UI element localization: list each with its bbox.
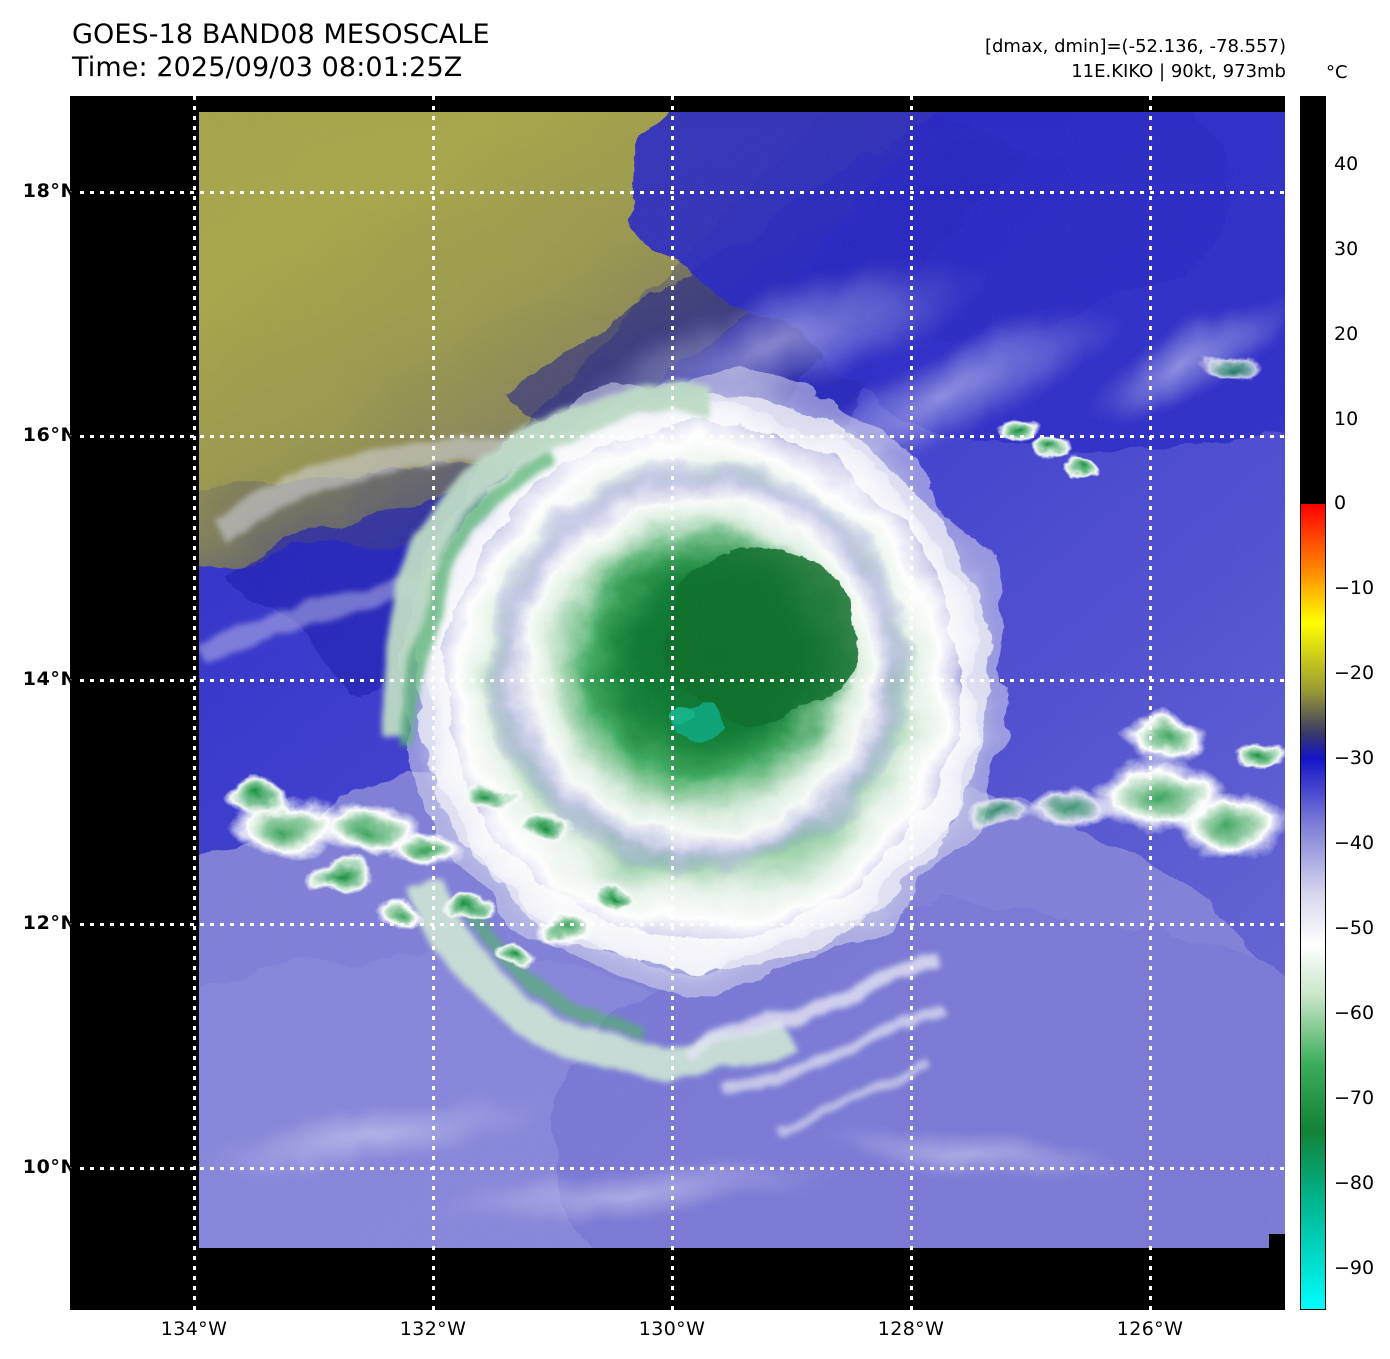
temperature-colorbar[interactable] — [1300, 96, 1326, 1310]
colorbar-tick-20: 20 — [1334, 322, 1359, 345]
lat-tick-14: 14°N — [22, 668, 77, 690]
colorbar-tick-neg60: −60 — [1334, 1001, 1375, 1024]
colorbar-tick-neg70: −70 — [1334, 1086, 1375, 1109]
satellite-image-plot[interactable]: Copyright © 2020-2025 Dapiya — [70, 96, 1285, 1310]
lon-tick-128: 128°W — [877, 1318, 945, 1340]
lat-tick-12: 12°N — [22, 912, 77, 934]
page-title: GOES-18 BAND08 MESOSCALE — [72, 19, 490, 50]
colorbar-tick-30: 30 — [1334, 237, 1359, 260]
colorbar-tick-0: 0 — [1334, 492, 1347, 515]
colorbar-tick-neg80: −80 — [1334, 1171, 1375, 1194]
colorbar-tick-10: 10 — [1334, 407, 1359, 430]
lat-tick-10: 10°N — [22, 1156, 77, 1178]
colorbar-tick-neg20: −20 — [1334, 662, 1375, 685]
storm-info: 11E.KIKO | 90kt, 973mb — [1071, 61, 1286, 82]
satellite-imagery — [70, 96, 1285, 1310]
colorbar-tick-neg40: −40 — [1334, 832, 1375, 855]
colorbar-gradient-segment — [1301, 503, 1325, 1309]
colorbar-warm-black-segment — [1301, 97, 1325, 504]
lon-tick-134: 134°W — [160, 1318, 228, 1340]
colorbar-tick-neg30: −30 — [1334, 747, 1375, 770]
metadata-block: [dmax, dmin]=(-52.136, -78.557) 11E.KIKO… — [985, 34, 1286, 84]
lat-tick-18: 18°N — [22, 180, 77, 202]
title-block: GOES-18 BAND08 MESOSCALE Time: 2025/09/0… — [72, 18, 490, 84]
dminmax-readout: [dmax, dmin]=(-52.136, -78.557) — [984, 36, 1286, 57]
colorbar-tick-neg90: −90 — [1334, 1256, 1375, 1279]
colorbar-unit-label: °C — [1326, 62, 1348, 83]
colorbar-tick-40: 40 — [1334, 152, 1359, 175]
lon-tick-126: 126°W — [1116, 1318, 1184, 1340]
lat-tick-16: 16°N — [22, 424, 77, 446]
lon-tick-132: 132°W — [399, 1318, 467, 1340]
timestamp-line: Time: 2025/09/03 08:01:25Z — [72, 52, 463, 83]
lon-tick-130: 130°W — [638, 1318, 706, 1340]
colorbar-tick-neg10: −10 — [1334, 577, 1375, 600]
colorbar-tick-neg50: −50 — [1334, 916, 1375, 939]
